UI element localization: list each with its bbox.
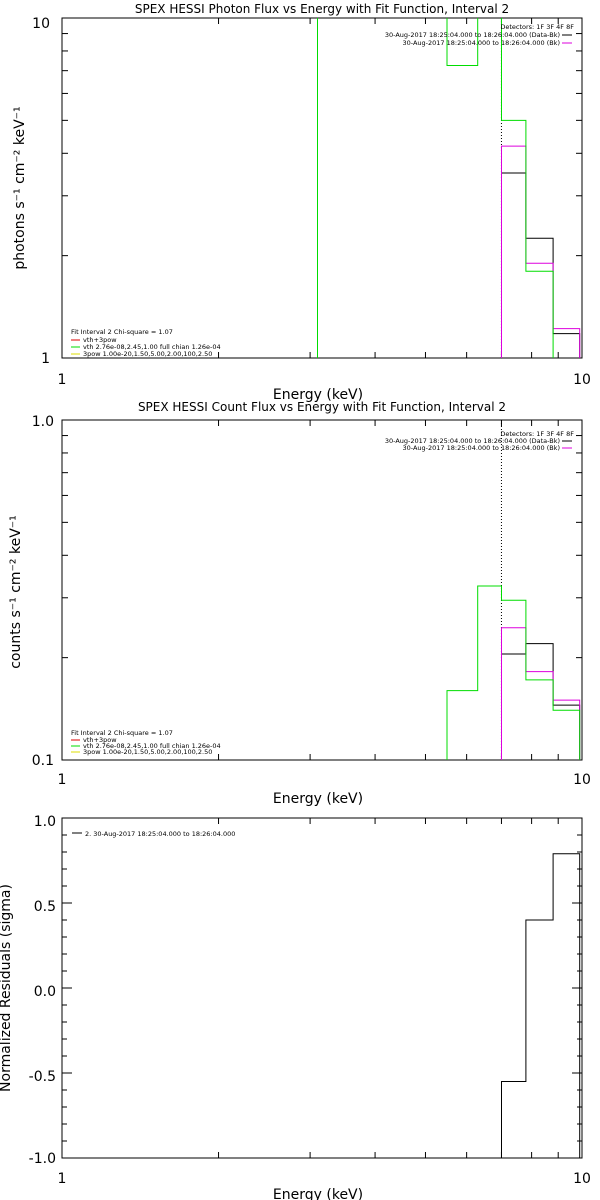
residuals-series-black-line <box>501 853 581 1158</box>
count-series-green-line <box>446 585 581 760</box>
residuals-xtick-10: 10 <box>573 1171 591 1187</box>
photon-legend-total: vth+3pow <box>83 336 117 344</box>
photon-series-magenta-line <box>501 145 581 358</box>
count-legend-fit-info: Fit Interval 2 Chi-square = 1.07 <box>71 729 173 737</box>
photon-data-area <box>317 18 581 358</box>
residuals-panel: 1.0 0.5 0.0 -0.5 -1.0 1 10 Energy (keV) … <box>0 814 591 1200</box>
count-xaxis-label: Energy (keV) <box>273 791 363 807</box>
photon-series-black-line <box>501 172 581 358</box>
count-legend-total: vth+3pow <box>83 736 117 744</box>
residuals-xtick-1: 1 <box>58 1171 67 1187</box>
count-series-group <box>446 420 581 760</box>
photon-series-group <box>317 18 581 358</box>
count-ytick-1: 1.0 <box>32 414 54 430</box>
photon-xtick-1: 1 <box>58 372 67 388</box>
residuals-legend-interval: 2. 30-Aug-2017 18:25:04.000 to 18:26:04.… <box>85 830 235 838</box>
photon-flux-panel: SPEX HESSI Photon Flux vs Energy with Fi… <box>12 2 591 403</box>
residuals-ytick-0-0: 0.0 <box>34 984 56 1000</box>
count-legend-bk: 30-Aug-2017 18:25:04.000 to 18:26:04.000… <box>403 444 560 452</box>
residuals-ytick-neg-0-5: -0.5 <box>29 1069 56 1085</box>
count-legend-vth: vth 2.76e-08,2.45,1.00 full chian 1.26e-… <box>83 742 221 750</box>
photon-ytick-1: 1 <box>41 351 50 367</box>
photon-legend-fit-info: Fit Interval 2 Chi-square = 1.07 <box>71 328 173 336</box>
count-legend-databk: 30-Aug-2017 18:25:04.000 to 18:26:04.000… <box>385 437 560 445</box>
count-plot-frame <box>61 419 583 761</box>
count-panel-title: SPEX HESSI Count Flux vs Energy with Fit… <box>138 400 506 414</box>
residuals-ytick-1-0: 1.0 <box>34 814 56 830</box>
photon-legend-databk: 30-Aug-2017 18:25:04.000 to 18:26:04.000… <box>385 31 560 39</box>
photon-ytick-10: 10 <box>32 16 50 32</box>
photon-legend-bk: 30-Aug-2017 18:25:04.000 to 18:26:04.000… <box>403 39 560 47</box>
photon-legend-detectors: Detectors: 1F 3F 4F 8F <box>500 23 574 31</box>
count-series-black-line <box>501 643 581 760</box>
residuals-data-area <box>501 853 581 1158</box>
residuals-ytick-0-5: 0.5 <box>34 899 56 915</box>
photon-plot-frame <box>61 17 583 359</box>
photon-legend-3pow: 3pow 1.00e-20,1.50,5.00,2.00,100,2.50 <box>83 350 212 358</box>
photon-panel-title: SPEX HESSI Photon Flux vs Energy with Fi… <box>135 2 509 16</box>
photon-xtick-10: 10 <box>573 372 591 388</box>
photon-yaxis-label: photons s⁻¹ cm⁻² keV⁻¹ <box>12 106 28 269</box>
residuals-yaxis-label: Normalized Residuals (sigma) <box>0 884 14 1092</box>
count-axis-ticks <box>62 420 582 760</box>
count-series-magenta-line <box>501 627 581 760</box>
count-legend-detectors: Detectors: 1F 3F 4F 8F <box>500 430 574 438</box>
residuals-axis-ticks <box>62 817 582 1159</box>
count-flux-panel: SPEX HESSI Count Flux vs Energy with Fit… <box>8 400 591 807</box>
count-ytick-0-1: 0.1 <box>32 753 54 769</box>
photon-xaxis-label: Energy (keV) <box>273 387 363 403</box>
residuals-plot-frame <box>61 817 583 1159</box>
count-xtick-10: 10 <box>573 772 591 788</box>
photon-series-green-line <box>317 18 554 358</box>
count-xtick-1: 1 <box>58 772 67 788</box>
photon-axis-ticks <box>62 18 582 358</box>
count-legend-3pow: 3pow 1.00e-20,1.50,5.00,2.00,100,2.50 <box>83 748 212 756</box>
count-yaxis-label: counts s⁻¹ cm⁻² keV⁻¹ <box>8 515 24 669</box>
count-data-area <box>446 420 581 760</box>
residuals-xaxis-label: Energy (keV) <box>273 1187 363 1200</box>
photon-legend-vth: vth 2.76e-08,2.45,1.00 full chian 1.26e-… <box>83 343 221 351</box>
residuals-series-group <box>501 853 581 1158</box>
residuals-ytick-neg-1-0: -1.0 <box>29 1151 56 1167</box>
